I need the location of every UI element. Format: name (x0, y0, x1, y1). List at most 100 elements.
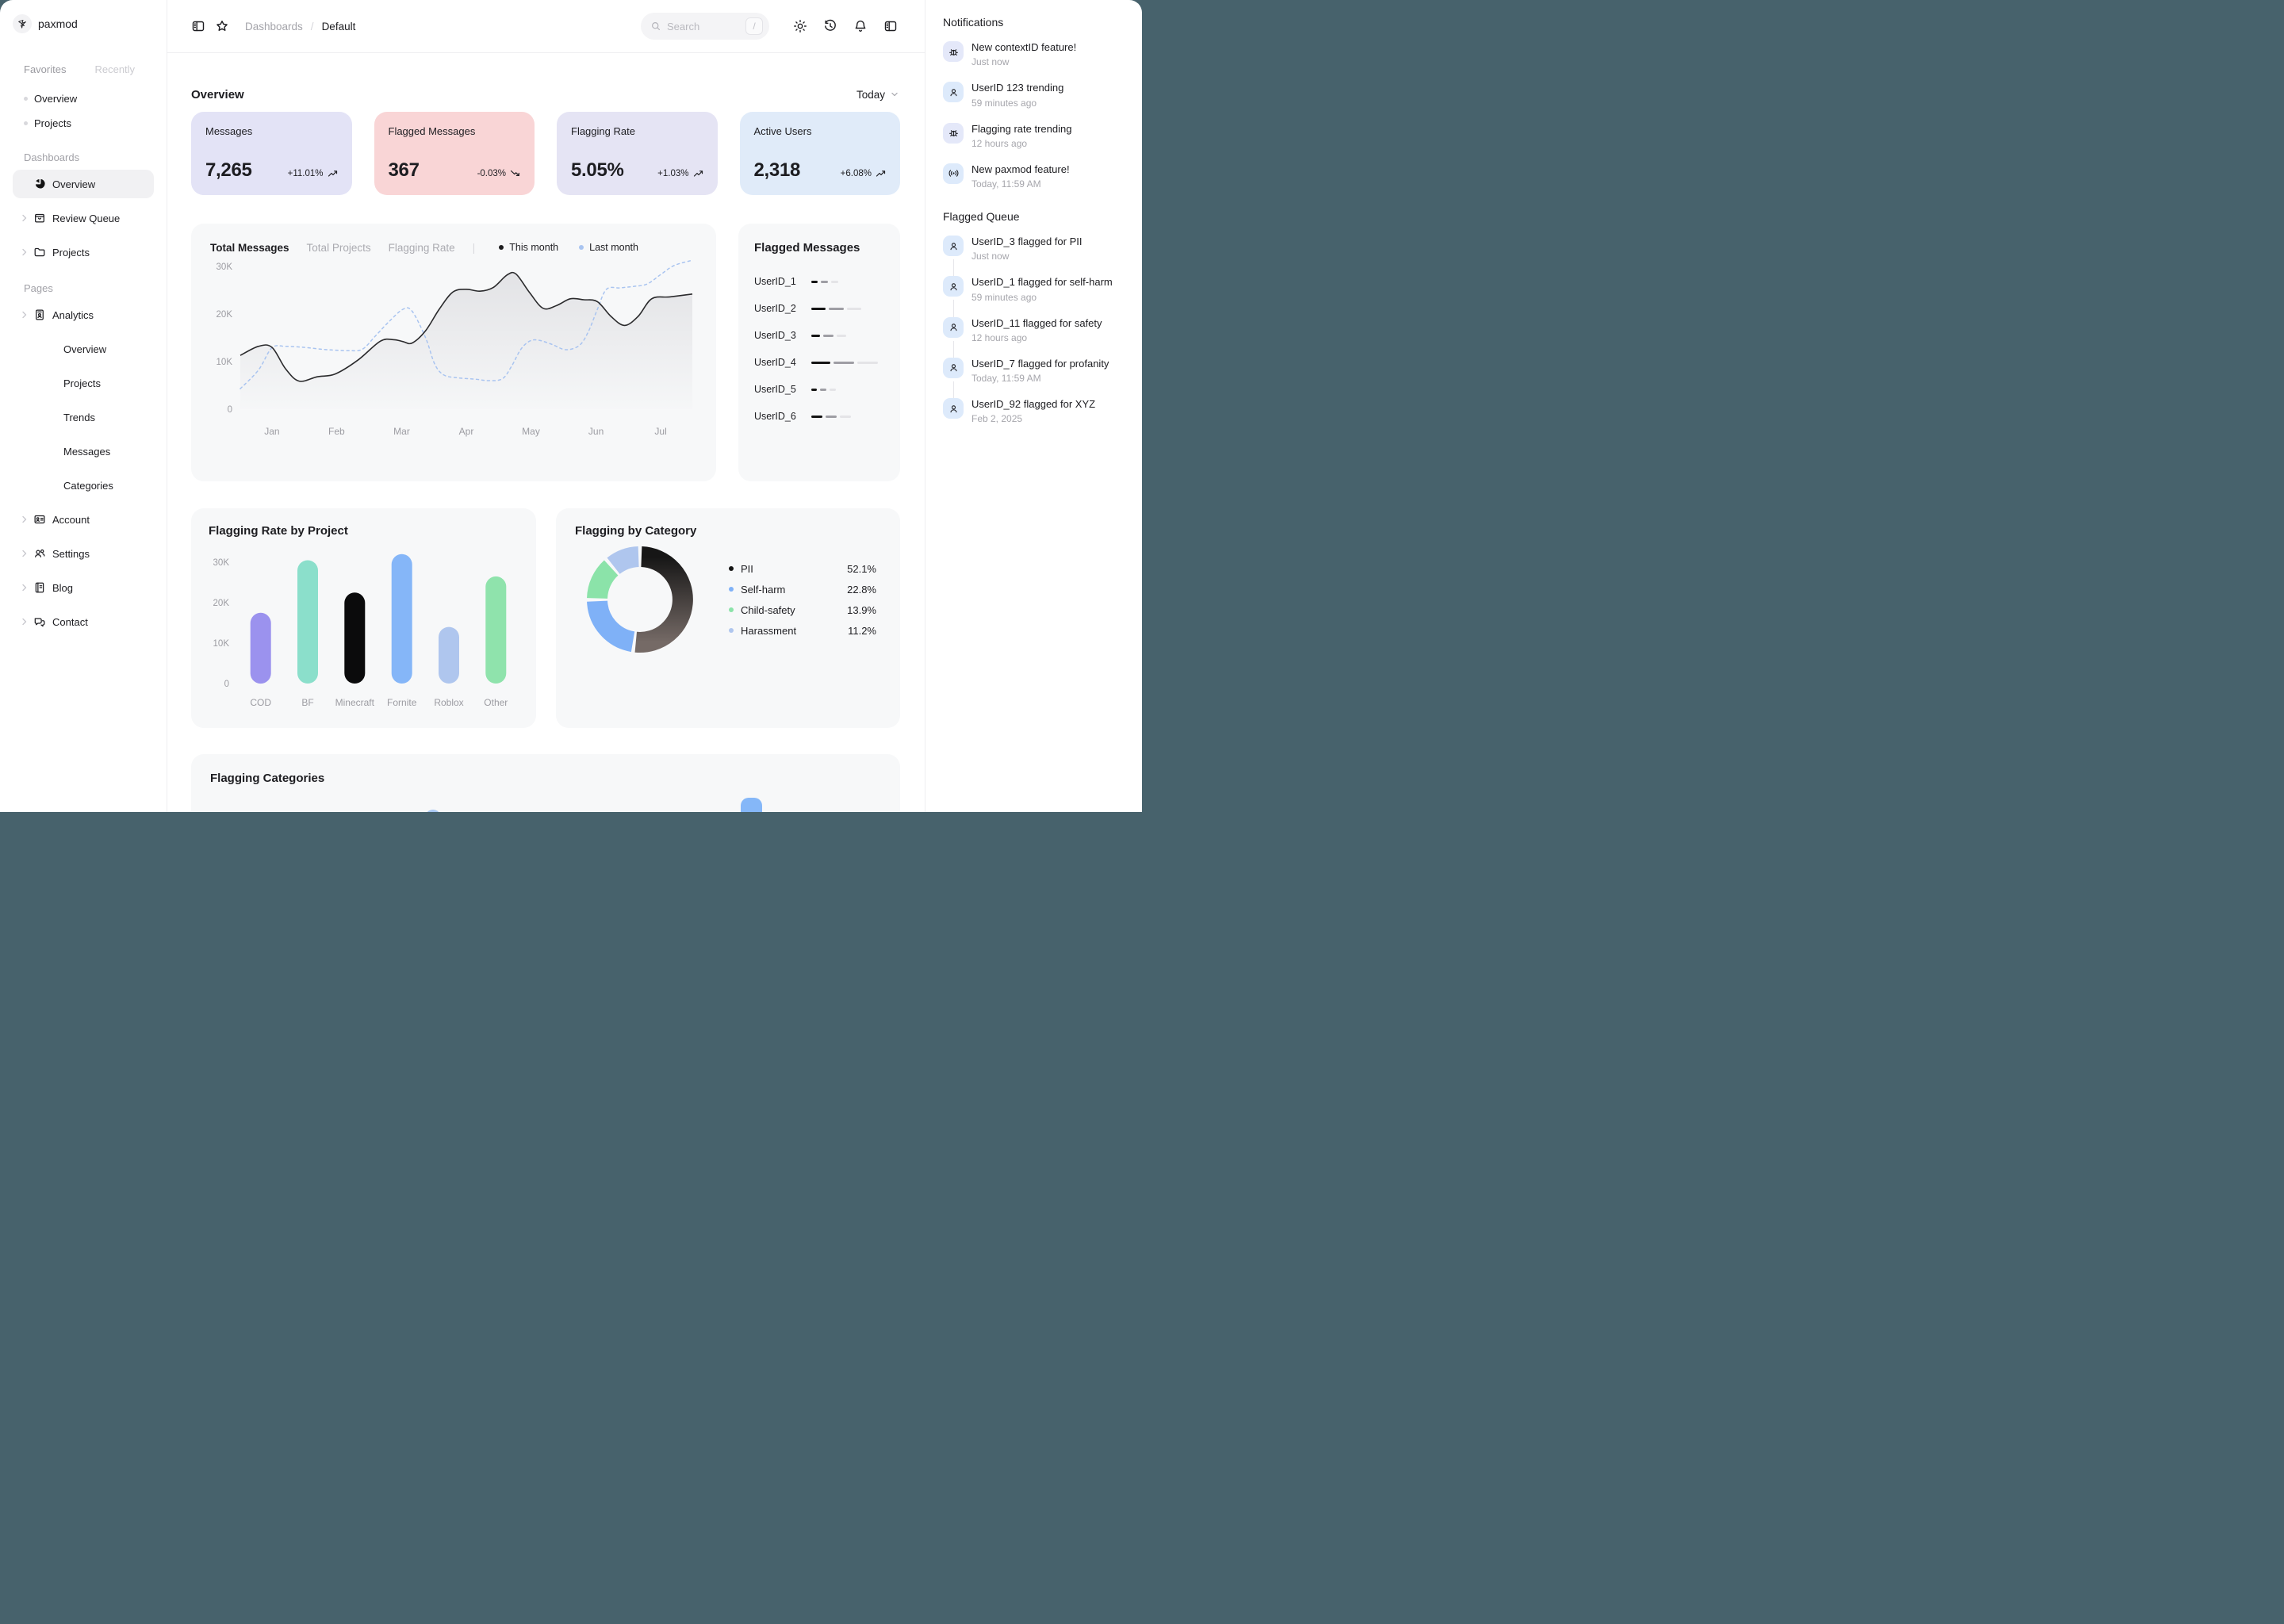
flagged-queue-item[interactable]: UserID_7 flagged for profanity Today, 11… (943, 357, 1125, 399)
theme-toggle-button[interactable] (788, 14, 812, 38)
svg-text:Roblox: Roblox (434, 697, 463, 708)
flagged-message-row-userid_4[interactable]: UserID_4 (754, 354, 884, 370)
breadcrumb-separator: / (310, 20, 314, 33)
svg-text:Other: Other (484, 697, 508, 708)
notification-item[interactable]: Flagging rate trending 12 hours ago (943, 122, 1125, 149)
sidebar-item-label: Analytics (52, 308, 94, 321)
date-range-select[interactable]: Today (856, 89, 900, 101)
flagged-message-row-userid_3[interactable]: UserID_3 (754, 327, 884, 343)
svg-text:30K: 30K (217, 262, 233, 272)
flagging-categories-title: Flagging Categories (210, 772, 325, 785)
sidebar-item-overview[interactable]: Overview (13, 170, 154, 198)
flagged-queue-item[interactable]: UserID_92 flagged for XYZ Feb 2, 2025 (943, 398, 1125, 424)
donut-legend-value: 13.9% (847, 603, 876, 616)
sidebar-item-contact[interactable]: Contact (13, 607, 154, 636)
sidebar-section-dashboards: Dashboards (24, 151, 80, 163)
date-range-value: Today (856, 88, 885, 101)
brand-name: paxmod (38, 17, 78, 30)
svg-text:10K: 10K (213, 639, 230, 649)
svg-text:20K: 20K (217, 310, 233, 320)
notification-item-time: 12 hours ago (971, 137, 1028, 149)
bullet-dot-icon (24, 97, 28, 101)
notifications-button[interactable] (849, 14, 872, 38)
sidebar-item-analytics[interactable]: Analytics (13, 301, 154, 329)
flagged-queue-item-time: Just now (971, 251, 1010, 262)
chart-tab-total-projects[interactable]: Total Projects (306, 241, 371, 254)
sidebar-item-label: Categories (63, 479, 113, 492)
pie-chart-icon (33, 178, 46, 190)
flagged-queue-item-title: UserID_92 flagged for XYZ (971, 398, 1096, 410)
flagged-user-label: UserID_6 (754, 411, 796, 422)
flagged-queue-item[interactable]: UserID_1 flagged for self-harm 59 minute… (943, 276, 1125, 318)
favorite-page-button[interactable] (210, 14, 234, 38)
mini-bar-segment (857, 361, 878, 364)
kpi-delta: -0.03% (477, 168, 520, 182)
breadcrumb-dashboards[interactable]: Dashboards (245, 20, 303, 33)
notification-item[interactable]: New paxmod feature! Today, 11:59 AM (943, 163, 1125, 190)
sidebar-subitem-messages[interactable]: Messages (13, 437, 154, 465)
chart-tab-total-messages[interactable]: Total Messages (210, 241, 289, 254)
connector-line (953, 381, 954, 399)
mini-bar-segment (837, 334, 846, 337)
flagged-queue-item[interactable]: UserID_3 flagged for PII Just now (943, 236, 1125, 277)
flagged-mini-bars (811, 361, 878, 364)
sidebar-item-account[interactable]: Account (13, 505, 154, 534)
flagged-queue-item-time: Feb 2, 2025 (971, 413, 1023, 425)
notification-item-title: Flagging rate trending (971, 122, 1072, 135)
search-input[interactable] (667, 20, 734, 33)
favorite-item-projects[interactable]: Projects (13, 111, 154, 136)
sidebar-item-review-queue[interactable]: Review Queue (13, 204, 154, 232)
flagged-queue-item[interactable]: UserID_11 flagged for safety 12 hours ag… (943, 316, 1125, 358)
flagged-message-row-userid_6[interactable]: UserID_6 (754, 408, 884, 424)
notification-item-title: New contextID feature! (971, 41, 1077, 53)
donut-legend-value: 11.2% (848, 624, 876, 637)
sidebar-subitem-categories[interactable]: Categories (13, 471, 154, 500)
legend-dot-icon (729, 566, 734, 571)
sidebar-toggle-button[interactable] (186, 14, 210, 38)
paxmod-logo-icon (13, 14, 32, 33)
donut-legend-label: Child-safety (741, 603, 795, 616)
right-panel-toggle-button[interactable] (879, 14, 902, 38)
sidebar-item-projects[interactable]: Projects (13, 238, 154, 266)
bar-chart-title: Flagging Rate by Project (209, 524, 348, 538)
notification-item[interactable]: New contextID feature! Just now (943, 41, 1125, 67)
search-box[interactable]: / (641, 13, 769, 40)
svg-text:May: May (522, 426, 540, 437)
history-icon (825, 19, 836, 31)
donut-legend-value: 52.1% (847, 562, 876, 575)
connector-line (953, 340, 954, 358)
sidebar-subitem-overview[interactable]: Overview (13, 335, 154, 363)
kpi-card-flagging-rate: Flagging Rate 5.05% +1.03% (557, 112, 718, 195)
chevron-right-icon (19, 616, 30, 627)
mini-bar-segment (830, 388, 836, 391)
notification-item[interactable]: UserID 123 trending 59 minutes ago (943, 82, 1125, 109)
mini-bar-segment (811, 280, 818, 283)
history-button[interactable] (818, 14, 842, 38)
notifications-title: Notifications (943, 16, 1004, 29)
sidebar-item-blog[interactable]: Blog (13, 573, 154, 602)
total-messages-chart-card: Total Messages Total Projects Flagging Rat… (191, 224, 716, 481)
donut-legend-value: 22.8% (847, 583, 876, 596)
favorite-item-label: Projects (34, 117, 71, 129)
sidebar-item-label: Review Queue (52, 212, 121, 224)
svg-text:10K: 10K (217, 358, 233, 367)
kpi-delta: +6.08% (841, 168, 886, 182)
sidebar-item-label: Projects (52, 246, 90, 259)
sidebar-subitem-projects[interactable]: Projects (13, 369, 154, 397)
shopping-bag-icon (33, 212, 46, 224)
donut-legend-item-harassment: Harassment 11.2% (729, 625, 876, 637)
chart-tab-flagging-rate[interactable]: Flagging Rate (388, 241, 455, 254)
flagged-message-row-userid_5[interactable]: UserID_5 (754, 381, 884, 397)
flagged-messages-list: UserID_1 UserID_2 UserID_3 UserID_4 User… (754, 274, 884, 424)
sidebar-subitem-trends[interactable]: Trends (13, 403, 154, 431)
favorite-item-overview[interactable]: Overview (13, 86, 154, 111)
sidebar-tab-recently[interactable]: Recently (94, 63, 136, 75)
svg-text:Mar: Mar (393, 426, 410, 437)
flagged-message-row-userid_2[interactable]: UserID_2 (754, 301, 884, 316)
sidebar-tab-favorites[interactable]: Favorites (24, 63, 67, 75)
users-icon (33, 547, 46, 560)
sidebar-item-settings[interactable]: Settings (13, 539, 154, 568)
flagged-user-label: UserID_3 (754, 330, 796, 341)
flagged-message-row-userid_1[interactable]: UserID_1 (754, 274, 884, 289)
category-donut-chart (586, 546, 694, 653)
